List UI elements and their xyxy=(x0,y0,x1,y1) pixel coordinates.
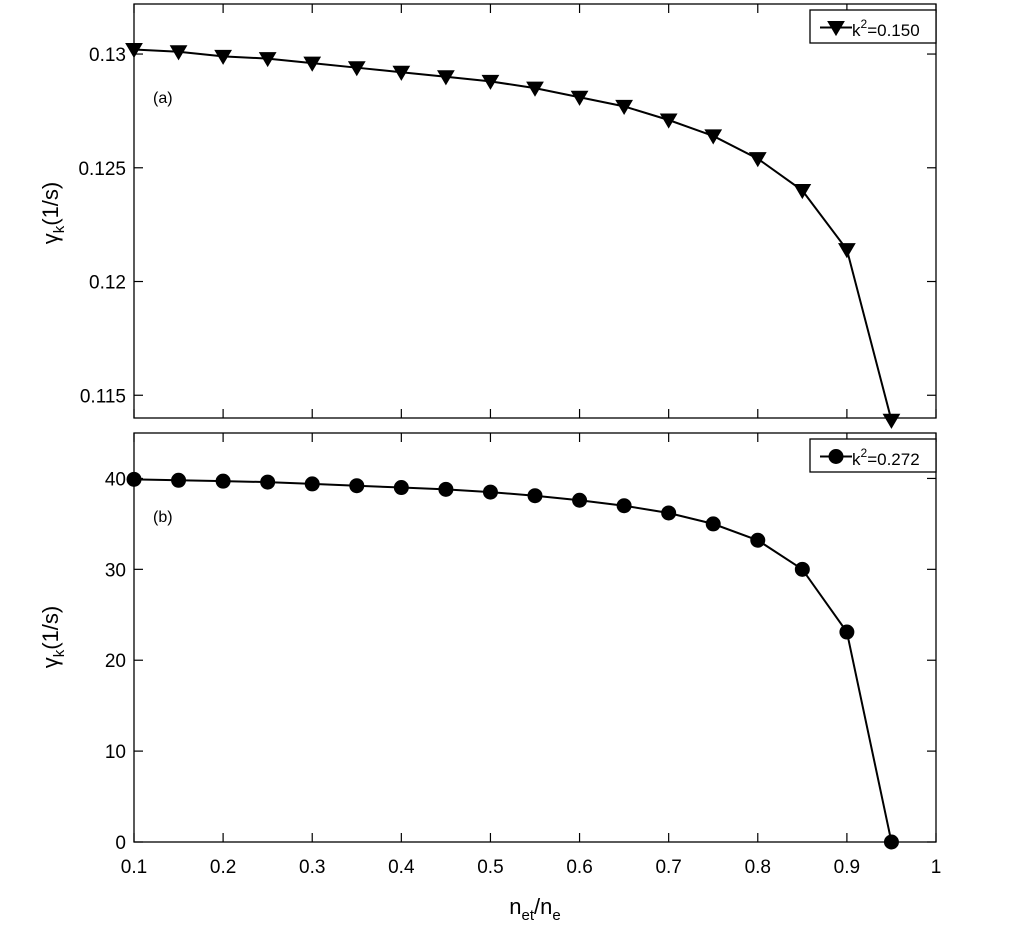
data-point xyxy=(616,498,632,514)
y-tick-label: 10 xyxy=(105,742,126,763)
data-point xyxy=(527,488,543,504)
legend: k2=0.272 xyxy=(809,438,937,473)
y-axis-label: γk(1/s) xyxy=(38,182,68,245)
data-point xyxy=(661,505,677,521)
data-point xyxy=(171,472,187,488)
data-point xyxy=(393,480,409,496)
data-point xyxy=(570,90,589,106)
data-point xyxy=(214,49,232,65)
legend: k2=0.150 xyxy=(809,9,937,44)
x-tick-label: 0.1 xyxy=(121,857,147,878)
x-tick-label: 0.2 xyxy=(210,857,236,878)
data-point xyxy=(482,484,498,500)
data-point xyxy=(526,81,544,97)
data-point xyxy=(169,45,188,61)
data-point xyxy=(615,99,633,115)
panel-a: 0.115 0.12 0.125 0.13 (a) γk(1/s) k2=0.150 xyxy=(38,3,937,429)
data-point xyxy=(838,243,856,259)
data-point xyxy=(748,152,767,168)
data-point xyxy=(883,834,899,850)
data-point xyxy=(437,70,455,86)
y-tick-label: 0 xyxy=(115,833,126,854)
data-point xyxy=(481,74,500,90)
y-axis-label: γk(1/s) xyxy=(38,606,68,669)
data-point xyxy=(572,492,588,508)
y-tick-label: 0.115 xyxy=(80,386,126,407)
data-point xyxy=(126,471,142,487)
data-point xyxy=(659,113,678,129)
legend-label: k2=0.272 xyxy=(852,446,920,469)
x-tick-label: 0.7 xyxy=(655,857,681,878)
x-tick-label: 0.5 xyxy=(477,857,503,878)
y-tick-label: 0.12 xyxy=(89,273,126,294)
y-tick-label: 40 xyxy=(105,469,126,490)
series-line xyxy=(133,478,893,843)
legend-marker xyxy=(828,449,844,464)
data-point xyxy=(750,532,766,548)
data-point xyxy=(347,61,366,77)
data-point xyxy=(303,56,322,72)
data-point xyxy=(793,184,812,200)
x-axis-label: net/ne xyxy=(509,894,560,924)
data-point xyxy=(304,476,320,492)
data-point xyxy=(839,624,855,640)
data-point xyxy=(794,561,810,577)
data-point xyxy=(349,478,365,494)
panel-b: 0 10 20 30 40 0.1 0.2 0.3 0.4 0.5 0.6 0.7 0.8 0.9 1 (b)… xyxy=(38,432,942,924)
panel-label: (b) xyxy=(153,509,173,526)
panel-label: (a) xyxy=(153,90,173,107)
x-tick-label: 0.3 xyxy=(299,857,325,878)
data-point xyxy=(882,413,901,429)
y-tick-label: 20 xyxy=(105,651,126,672)
data-point xyxy=(125,42,143,59)
x-tick-label: 0.4 xyxy=(388,857,415,878)
y-tick-label: 30 xyxy=(105,560,126,581)
data-point xyxy=(392,65,411,81)
x-tick-label: 0.6 xyxy=(566,857,592,878)
data-point xyxy=(215,473,231,489)
data-point xyxy=(260,474,276,490)
plot-frame xyxy=(133,3,937,419)
series-line xyxy=(133,48,893,421)
y-tick-label: 0.125 xyxy=(78,159,126,180)
data-point xyxy=(704,129,723,145)
data-point xyxy=(705,516,721,532)
x-tick-label: 0.8 xyxy=(745,857,771,878)
data-point xyxy=(258,52,277,68)
legend-marker xyxy=(827,21,845,37)
y-tick-label: 0.13 xyxy=(89,45,126,66)
plot-frame xyxy=(133,432,937,843)
x-tick-label: 0.9 xyxy=(834,857,860,878)
x-tick-label: 1 xyxy=(931,857,942,878)
legend-label: k2=0.150 xyxy=(852,17,920,40)
data-point xyxy=(438,481,454,497)
